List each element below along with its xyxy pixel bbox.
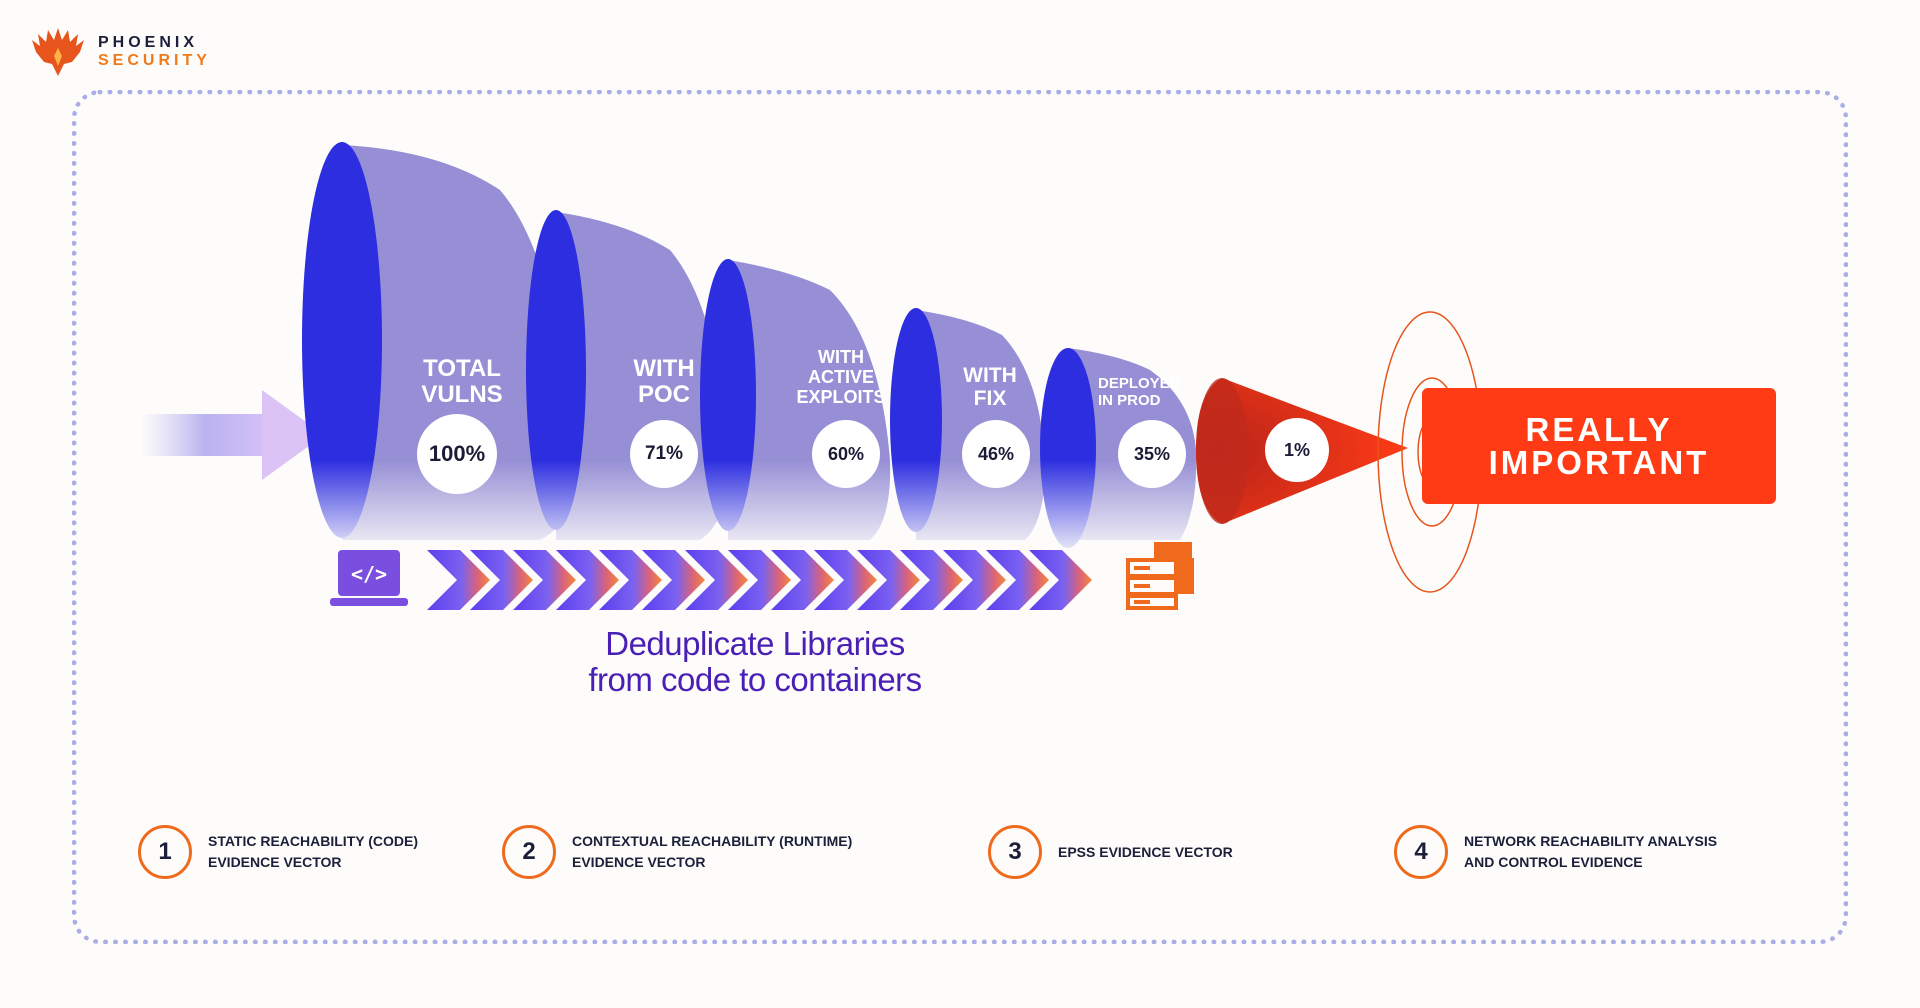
legend-text-line1: EPSS EVIDENCE VECTOR [1058,843,1233,860]
legend-number: 3 [988,825,1042,879]
percent-deployed-in-prod: 35% [1118,420,1186,488]
pipeline-chevrons [427,550,1092,610]
percent-with-active-exploits: 60% [812,420,880,488]
percent-total-vulns: 100% [417,414,497,494]
stage-label-deployed-in-prod: DEPLOYED IN PROD [1098,375,1181,409]
legend-item-3: 3 EPSS EVIDENCE VECTOR [988,820,1233,884]
percent-with-fix: 46% [962,420,1030,488]
outcome-line1: REALLY [1525,411,1673,448]
legend-text-line1: NETWORK REACHABILITY ANALYSIS [1464,833,1718,849]
stage-label-with-fix: WITH FIX [963,364,1017,411]
phoenix-bird-icon [32,28,84,76]
percent-final: 1% [1265,418,1329,482]
dedupe-caption: Deduplicate Libraries from code to conta… [520,625,990,699]
input-arrow [140,390,324,480]
dedupe-line2: from code to containers [588,661,922,699]
legend-number: 4 [1394,825,1448,879]
stage-label-with-poc: WITH POC [633,355,695,409]
svg-text:</>: </> [351,562,387,586]
legend-text-line2: EVIDENCE VECTOR [208,854,342,870]
legend-number: 2 [502,825,556,879]
brand-subname: SECURITY [98,52,211,69]
percent-with-poc: 71% [630,420,698,488]
funnel-segment-total-vulns [302,142,574,540]
legend-text-line1: STATIC REACHABILITY (CODE) [208,833,418,849]
outcome-line2: IMPORTANT [1488,444,1710,481]
legend-text-line2: AND CONTROL EVIDENCE [1464,854,1643,870]
dedupe-line1: Deduplicate Libraries [605,625,905,662]
container-stack-icon [1126,542,1194,610]
legend-item-4: 4 NETWORK REACHABILITY ANALYSIS AND CONT… [1394,820,1717,884]
diagram-frame [72,90,1848,944]
brand-name: PHOENIX [98,34,199,51]
legend-text-line1: CONTEXTUAL REACHABILITY (RUNTIME) [572,833,853,849]
legend-item-1: 1 STATIC REACHABILITY (CODE) EVIDENCE VE… [138,820,418,884]
legend-number: 1 [138,825,192,879]
stage-label-with-active-exploits: WITH ACTIVE EXPLOITS [796,347,886,407]
phoenix-security-logo: PHOENIX SECURITY [30,22,210,82]
really-important-box: REALLY IMPORTANT [1422,388,1776,504]
stage-label-total-vulns: TOTAL VULNS [421,355,503,409]
legend-item-2: 2 CONTEXTUAL REACHABILITY (RUNTIME) EVID… [502,820,852,884]
code-laptop-icon: </> [330,550,408,606]
legend-text-line2: EVIDENCE VECTOR [572,854,706,870]
